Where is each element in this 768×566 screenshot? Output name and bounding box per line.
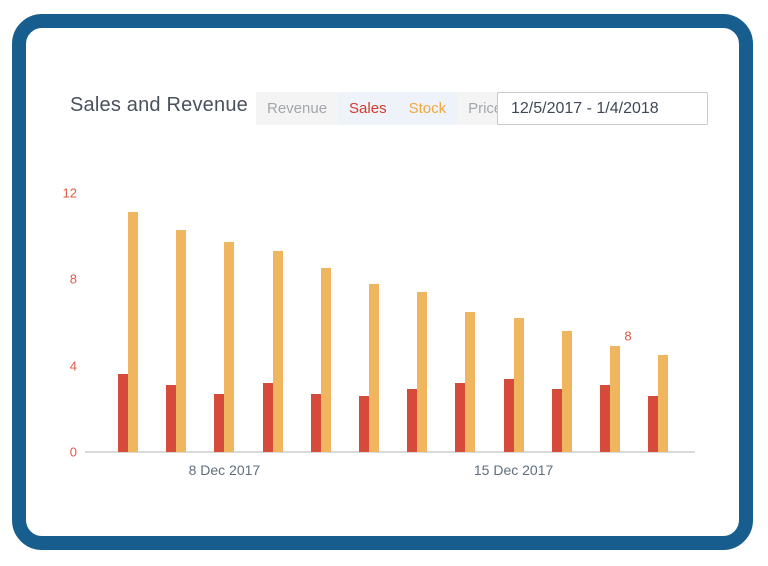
sales-bar[interactable] — [600, 385, 610, 452]
date-range-input[interactable] — [497, 92, 708, 125]
sales-bar[interactable] — [455, 382, 466, 452]
stock-bar[interactable] — [320, 268, 331, 452]
y-axis-tick-label: 0 — [69, 444, 77, 460]
sales-bar[interactable] — [359, 395, 369, 452]
x-axis-tick-label: 15 Dec 2017 — [473, 462, 554, 478]
data-label: 8 — [624, 328, 632, 344]
stock-bar[interactable] — [610, 346, 620, 452]
sales-bar[interactable] — [262, 382, 273, 452]
chart-title: Sales and Revenue — [70, 94, 248, 116]
stock-bar[interactable] — [224, 242, 235, 452]
stock-bar[interactable] — [272, 251, 283, 452]
stock-bar[interactable] — [417, 292, 428, 452]
sales-bar[interactable] — [214, 393, 225, 452]
stock-bar[interactable] — [513, 318, 524, 452]
sales-bar[interactable] — [407, 389, 418, 452]
tab-sales[interactable]: Sales — [338, 92, 398, 125]
y-axis-tick-label: 8 — [69, 271, 77, 287]
sales-bar[interactable] — [118, 374, 128, 452]
sales-bar[interactable] — [166, 385, 177, 452]
tab-revenue[interactable]: Revenue — [256, 92, 339, 125]
tab-stock[interactable]: Stock — [397, 92, 458, 125]
stock-bar[interactable] — [465, 311, 476, 452]
stock-bar[interactable] — [369, 283, 379, 452]
metric-tabs: Revenue Sales Stock Price — [256, 92, 514, 125]
y-axis-tick-label: 4 — [69, 358, 77, 374]
stock-bar[interactable] — [561, 331, 572, 452]
x-axis-line — [85, 451, 695, 453]
sales-bar[interactable] — [648, 395, 659, 452]
sales-bar[interactable] — [310, 393, 321, 452]
y-axis-tick-label: 12 — [62, 185, 77, 201]
sales-bar[interactable] — [551, 389, 562, 452]
stock-bar[interactable] — [128, 212, 138, 452]
x-axis-tick-label: 8 Dec 2017 — [188, 462, 261, 478]
stock-bar[interactable] — [176, 229, 187, 452]
sales-bar[interactable] — [503, 378, 514, 452]
stock-bar[interactable] — [658, 354, 669, 452]
